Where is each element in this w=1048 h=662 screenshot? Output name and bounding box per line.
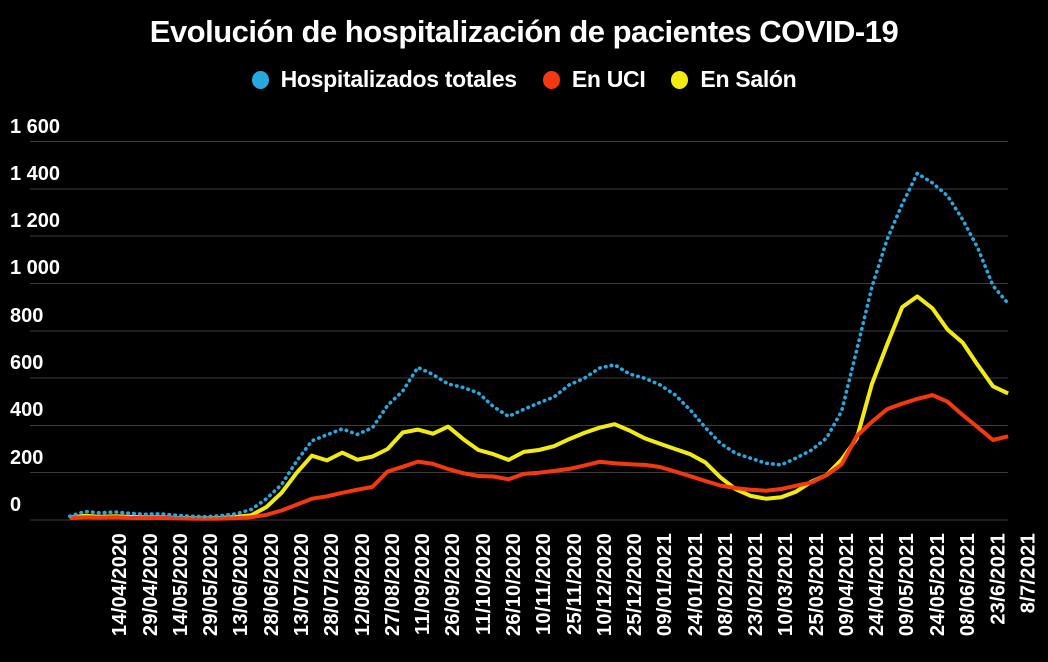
y-axis-tick-label: 600 [10,352,44,375]
legend-item-hospitalizados-totales: Hospitalizados totales [251,66,518,93]
x-axis-tick-label: 10/11/2020 [533,533,556,635]
x-axis-tick-label: 09/01/2021 [654,533,677,637]
x-axis-tick-label: 14/04/2020 [109,533,132,637]
x-axis-tick-label: 10/12/2020 [593,533,616,637]
legend-dot-en-uci [542,70,560,89]
x-axis-tick-label: 13/07/2020 [291,533,314,637]
legend-item-en-uci: En UCI [542,66,646,93]
x-axis-tick-label: 12/08/2020 [351,533,374,637]
x-axis-tick-label: 26/09/2020 [442,533,465,637]
x-axis-tick-label: 09/05/2021 [896,533,919,637]
x-axis-tick-label: 13/06/2020 [230,533,253,637]
y-axis-tick-label: 200 [10,446,44,469]
x-axis-tick-label: 8/7/2021 [1017,533,1040,614]
x-axis-tick-label: 24/04/2021 [866,533,889,637]
x-axis-tick-label: 29/05/2020 [200,533,223,637]
series-lines [67,171,1010,521]
y-axis-tick-label: 1 200 [10,210,61,233]
chart-legend: Hospitalizados totales En UCI En Salón [0,66,1048,93]
legend-label-en-salon: En Salón [700,66,797,92]
x-axis-tick-label: 11/10/2020 [472,533,495,635]
series-hospitalizados-totales [67,171,1010,519]
x-axis-tick-label: 27/08/2020 [381,533,404,637]
x-axis-tick-label: 29/04/2020 [139,533,162,637]
page-title: Evolución de hospitalización de paciente… [149,14,899,49]
x-axis-tick-label: 08/02/2021 [714,533,737,637]
x-axis-tick-label: 11/09/2020 [412,533,435,635]
x-axis-tick-label: 24/01/2021 [684,533,707,637]
series-en-salón [69,294,1009,521]
legend-dot-en-salon [671,70,689,89]
x-axis-tick-label: 28/07/2020 [321,533,344,637]
x-axis-tick-label: 25/11/2020 [563,533,586,635]
legend-label-en-uci: En UCI [571,66,646,92]
legend-label-hospitalizados-totales: Hospitalizados totales [280,66,518,92]
x-axis-tick-label: 25/12/2020 [624,533,647,637]
x-axis-tick-label: 25/03/2021 [805,533,828,637]
x-axis-tick-label: 08/06/2021 [957,533,980,637]
legend-item-en-salon: En Salón [671,66,797,93]
x-axis-tick-label: 24/05/2021 [926,533,949,637]
x-axis-tick-label: 10/03/2021 [775,533,798,637]
y-axis-tick-label: 800 [10,304,44,327]
y-axis-tick-label: 0 [10,494,22,516]
y-axis-tick-label: 400 [10,399,44,422]
legend-dot-hospitalizados-totales [251,70,269,89]
x-axis-tick-label: 28/06/2020 [260,533,283,637]
x-axis-tick-label: 23/02/2021 [745,533,768,637]
y-axis-tick-label: 1 400 [10,162,61,185]
x-axis-tick-label: 23/6/2021 [987,533,1010,625]
gridlines [30,141,1008,521]
y-axis-tick-label: 1 000 [10,257,61,280]
x-axis-tick-label: 26/10/2020 [503,533,526,637]
series-en-uci [69,393,1009,521]
y-axis-tick-label: 1 600 [10,115,61,138]
x-axis-tick-label: 09/04/2021 [835,533,858,637]
x-axis-tick-label: 14/05/2020 [170,533,193,637]
